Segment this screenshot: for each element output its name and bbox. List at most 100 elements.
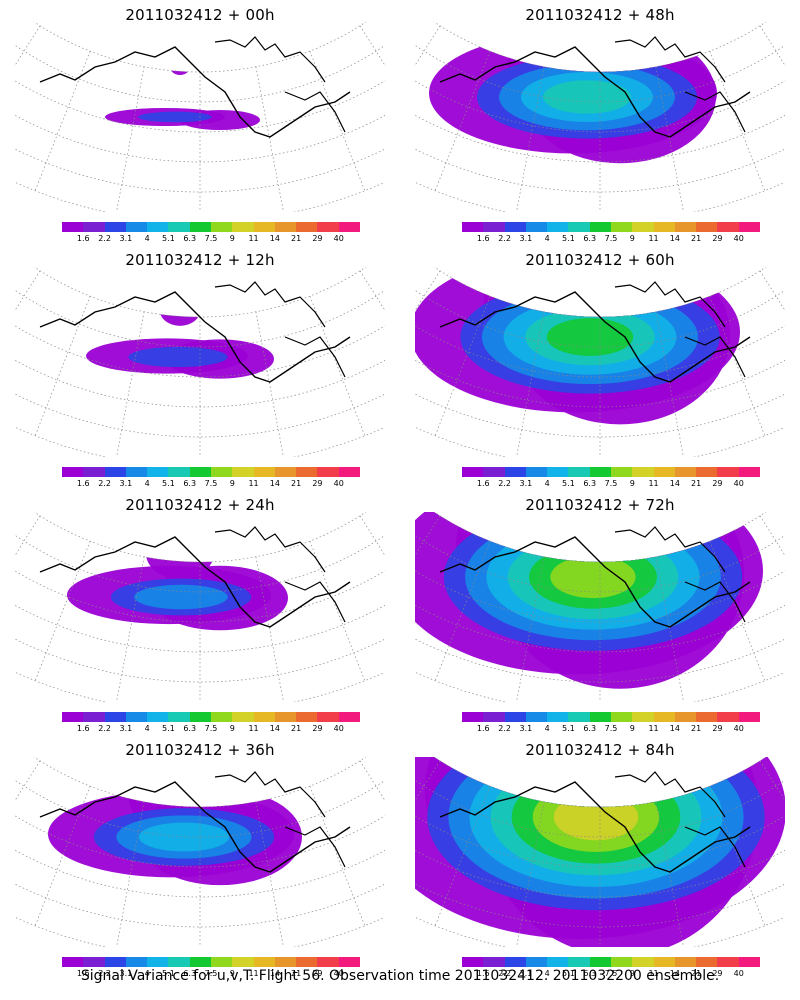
colorbar-label: 6.3	[183, 969, 197, 978]
colorbar-swatch	[696, 957, 718, 967]
longitude-line	[359, 270, 385, 312]
colorbar-label: 40	[333, 479, 344, 488]
colorbar-swatch	[104, 712, 126, 722]
longitude-line	[709, 51, 766, 191]
colorbar-swatch	[483, 957, 505, 967]
longitude-line	[34, 51, 91, 191]
latitude-line	[415, 849, 785, 898]
variance-contour	[553, 793, 639, 841]
colorbar-labels: 1.6 2.2 3.1 4 5.1 6.3 7.5 9 11 14 21 29 40	[452, 969, 772, 981]
colorbar-swatch	[525, 222, 548, 232]
latitude-line	[33, 512, 367, 563]
colorbar-label: 40	[333, 724, 344, 733]
colorbar-swatch	[483, 712, 505, 722]
colorbar-label: 6.3	[583, 234, 597, 243]
colorbar-swatch	[232, 222, 254, 232]
colorbar-label: 21	[291, 234, 302, 243]
colorbar-label: 4	[144, 969, 150, 978]
colorbar-swatch	[62, 957, 84, 967]
colorbar-label: 40	[733, 234, 744, 243]
colorbar-label: 40	[733, 724, 744, 733]
forecast-panel: 2011032412 + 24h 1.6 2.2 3.1 4 5.1 6.3 7.5 9 11 14…	[0, 490, 400, 735]
colorbar-swatch	[253, 467, 275, 477]
colorbar-swatch	[210, 957, 233, 967]
colorbar-swatch	[125, 467, 148, 477]
colorbar-label: 21	[691, 479, 702, 488]
variance-region	[146, 527, 214, 580]
colorbar-label: 3.1	[119, 479, 133, 488]
colorbar-label: 21	[691, 234, 702, 243]
colorbar-label: 5.1	[162, 724, 175, 733]
latitude-line	[15, 80, 385, 133]
colorbar-label: 11	[248, 234, 259, 243]
colorbar-label: 40	[333, 969, 344, 978]
colorbar-labels: 1.6 2.2 3.1 4 5.1 6.3 7.5 9 11 14 21 29 40	[52, 724, 372, 736]
colorbar-label: 3.1	[519, 724, 533, 733]
longitude-line	[34, 786, 91, 926]
longitude-line	[255, 801, 284, 947]
variance-map	[15, 22, 385, 212]
colorbar-label: 40	[733, 969, 744, 978]
latitude-line	[415, 325, 785, 378]
colorbar-label: 14	[269, 724, 280, 733]
colorbar	[62, 957, 360, 967]
latitude-line	[415, 289, 785, 348]
colorbar-swatch	[717, 712, 739, 722]
colorbar-label: 2.2	[98, 724, 111, 733]
colorbar-label: 6.3	[183, 234, 197, 243]
longitude-line	[759, 760, 785, 802]
colorbar-swatch	[338, 712, 360, 722]
longitude-line	[709, 786, 766, 926]
colorbar-label: 7.5	[604, 969, 618, 978]
latitude-line	[15, 534, 385, 593]
colorbar-label: 4	[544, 234, 550, 243]
variance-region	[170, 59, 190, 75]
colorbar-label: 29	[312, 234, 323, 243]
colorbar-swatch	[168, 222, 190, 232]
colorbar-swatch	[62, 712, 84, 722]
coastline	[39, 781, 351, 873]
latitude-line	[415, 80, 785, 133]
colorbar-swatch	[632, 957, 654, 967]
colorbar-swatch	[696, 222, 718, 232]
colorbar-label: 2.2	[498, 724, 511, 733]
colorbar-swatch	[125, 712, 148, 722]
longitude-line	[655, 801, 684, 947]
colorbar-swatch	[525, 712, 548, 722]
colorbar-swatch	[674, 712, 697, 722]
colorbar-label: 2.2	[498, 479, 511, 488]
longitude-line	[516, 801, 545, 947]
colorbar-swatch	[168, 712, 190, 722]
colorbar-swatch	[296, 467, 318, 477]
colorbar-label: 1.6	[476, 479, 490, 488]
colorbar-label: 1.6	[76, 724, 90, 733]
coastline	[614, 526, 746, 623]
latitude-line	[415, 534, 785, 593]
coastline	[439, 536, 751, 628]
colorbar-labels: 1.6 2.2 3.1 4 5.1 6.3 7.5 9 11 14 21 29 40	[52, 969, 372, 981]
colorbar-label: 14	[269, 234, 280, 243]
colorbar-label: 7.5	[204, 479, 218, 488]
colorbar-swatch	[210, 712, 233, 722]
longitude-line	[116, 66, 145, 212]
colorbar-label: 21	[691, 724, 702, 733]
colorbar-label: 6.3	[183, 479, 197, 488]
colorbar-swatch	[674, 222, 697, 232]
colorbar-swatch	[547, 957, 569, 967]
coastline	[439, 291, 751, 383]
colorbar-label: 5.1	[562, 479, 575, 488]
longitude-line	[759, 25, 785, 67]
longitude-line	[415, 25, 441, 67]
coastline	[614, 771, 746, 868]
colorbar-swatch	[253, 957, 275, 967]
colorbar-swatch	[610, 467, 633, 477]
coastline	[439, 781, 751, 873]
latitude-line	[33, 22, 367, 73]
colorbar-swatch	[568, 957, 590, 967]
colorbar-label: 9	[629, 969, 635, 978]
colorbar-label: 6.3	[183, 724, 197, 733]
colorbar-label: 14	[669, 234, 680, 243]
colorbar-swatch	[504, 467, 526, 477]
colorbar-swatch	[232, 712, 254, 722]
colorbar-swatch	[125, 957, 148, 967]
